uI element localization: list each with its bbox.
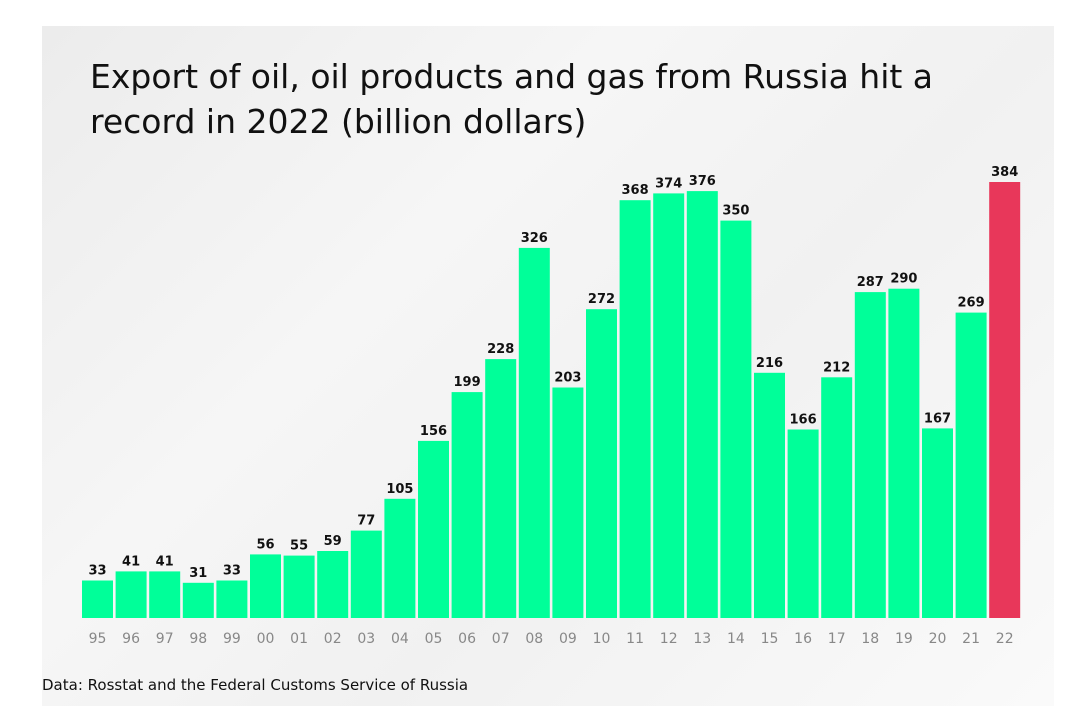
value-label-11: 368 bbox=[622, 183, 649, 198]
x-tick-label-12: 12 bbox=[660, 631, 678, 647]
bar-16 bbox=[787, 429, 819, 618]
bar-17 bbox=[821, 377, 853, 618]
bar-12 bbox=[653, 193, 685, 618]
x-tick-label-18: 18 bbox=[861, 631, 879, 647]
chart-title: Export of oil, oil products and gas from… bbox=[90, 57, 934, 141]
bar-21 bbox=[955, 312, 987, 618]
bar-00 bbox=[250, 554, 281, 618]
bar-03 bbox=[350, 530, 382, 618]
value-label-17: 212 bbox=[823, 360, 850, 375]
bar-95 bbox=[82, 580, 113, 618]
value-label-10: 272 bbox=[588, 292, 615, 307]
value-label-18: 287 bbox=[857, 275, 884, 290]
x-tick-label-05: 05 bbox=[425, 631, 443, 647]
x-tick-label-19: 19 bbox=[895, 631, 913, 647]
value-label-98: 31 bbox=[189, 566, 207, 581]
bar-07 bbox=[485, 359, 517, 618]
bar-15 bbox=[754, 372, 785, 619]
bar-18 bbox=[854, 292, 886, 618]
value-label-01: 55 bbox=[290, 539, 308, 554]
x-tick-label-04: 04 bbox=[391, 631, 409, 647]
bar-05 bbox=[418, 440, 449, 618]
value-label-15: 216 bbox=[756, 356, 783, 371]
x-tick-label-10: 10 bbox=[593, 631, 611, 647]
value-label-95: 33 bbox=[88, 564, 106, 579]
value-label-00: 56 bbox=[256, 537, 274, 552]
bar-96 bbox=[115, 571, 147, 618]
value-label-96: 41 bbox=[122, 554, 140, 569]
bar-99 bbox=[216, 580, 248, 618]
x-tick-label-14: 14 bbox=[727, 631, 745, 647]
x-tick-label-06: 06 bbox=[458, 631, 476, 647]
x-tick-label-13: 13 bbox=[693, 631, 711, 647]
x-tick-label-21: 21 bbox=[962, 631, 980, 647]
value-label-04: 105 bbox=[386, 482, 413, 497]
x-tick-label-01: 01 bbox=[290, 631, 308, 647]
x-tick-label-08: 08 bbox=[525, 631, 543, 647]
bar-98 bbox=[182, 582, 214, 618]
x-tick-label-96: 96 bbox=[122, 631, 140, 647]
value-label-06: 199 bbox=[454, 375, 481, 390]
value-label-03: 77 bbox=[357, 514, 375, 529]
value-label-20: 167 bbox=[924, 411, 951, 426]
x-tick-label-20: 20 bbox=[929, 631, 947, 647]
bar-02 bbox=[317, 551, 349, 618]
bar-97 bbox=[149, 571, 181, 618]
x-tick-label-07: 07 bbox=[492, 631, 510, 647]
value-label-21: 269 bbox=[958, 296, 985, 311]
bar-22 bbox=[989, 182, 1021, 618]
value-label-05: 156 bbox=[420, 424, 447, 439]
value-label-02: 59 bbox=[324, 534, 342, 549]
bar-13 bbox=[686, 191, 718, 618]
value-label-99: 33 bbox=[223, 564, 241, 579]
bar-19 bbox=[888, 288, 920, 618]
x-tick-label-98: 98 bbox=[189, 631, 207, 647]
value-label-14: 350 bbox=[722, 204, 749, 219]
x-tick-label-16: 16 bbox=[794, 631, 812, 647]
x-tick-label-03: 03 bbox=[357, 631, 375, 647]
x-tick-label-99: 99 bbox=[223, 631, 241, 647]
bar-06 bbox=[451, 392, 483, 618]
bar-04 bbox=[384, 498, 416, 618]
x-tick-label-11: 11 bbox=[626, 631, 644, 647]
value-label-97: 41 bbox=[156, 554, 174, 569]
value-label-19: 290 bbox=[890, 272, 917, 287]
bar-11 bbox=[619, 200, 651, 618]
bar-08 bbox=[518, 247, 550, 618]
source-note: Data: Rosstat and the Federal Customs Se… bbox=[42, 676, 469, 694]
x-tick-label-95: 95 bbox=[89, 631, 107, 647]
value-label-08: 326 bbox=[521, 231, 548, 246]
value-label-22: 384 bbox=[991, 165, 1018, 180]
value-label-13: 376 bbox=[689, 174, 716, 189]
bar-09 bbox=[552, 387, 584, 618]
x-tick-label-97: 97 bbox=[156, 631, 174, 647]
bar-20 bbox=[922, 428, 953, 618]
x-tick-label-00: 00 bbox=[257, 631, 275, 647]
bar-10 bbox=[586, 309, 617, 618]
value-label-07: 228 bbox=[487, 342, 514, 357]
value-label-12: 374 bbox=[655, 176, 682, 191]
x-tick-label-17: 17 bbox=[828, 631, 846, 647]
bar-01 bbox=[283, 555, 315, 618]
value-label-09: 203 bbox=[554, 371, 581, 386]
x-tick-label-02: 02 bbox=[324, 631, 342, 647]
bar-14 bbox=[720, 220, 752, 618]
x-tick-label-22: 22 bbox=[996, 631, 1014, 647]
value-label-16: 166 bbox=[790, 413, 817, 428]
x-tick-label-09: 09 bbox=[559, 631, 577, 647]
x-tick-label-15: 15 bbox=[761, 631, 779, 647]
